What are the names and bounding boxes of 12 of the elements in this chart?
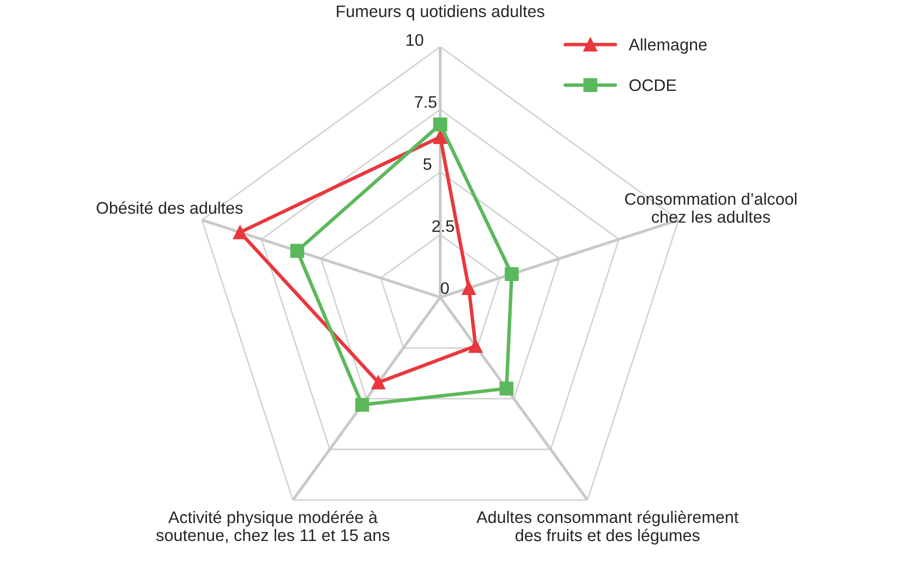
y-tick-label: 10 <box>406 34 424 46</box>
spoke-label: Activité physique modérée à soutenue, chez les 11 et 15 ans <box>156 510 390 544</box>
y-tick-label: 0 <box>440 282 449 294</box>
legend-label: OCDE <box>629 79 676 92</box>
spoke-label: Adultes consommant régulièrement des fruits et des légumes <box>476 510 738 545</box>
y-tick-label: 7.5 <box>414 96 437 108</box>
y-tick-label: 5 <box>423 158 432 170</box>
spoke-label: Obésité des adultes <box>96 201 243 214</box>
spoke-label: Fumeurs q uotidiens adultes <box>336 4 544 20</box>
legend-label: Allemagne <box>628 38 707 54</box>
spoke-label: Consommation d’alcool chez les adultes <box>625 192 796 223</box>
y-tick-label: 2.5 <box>432 220 454 232</box>
